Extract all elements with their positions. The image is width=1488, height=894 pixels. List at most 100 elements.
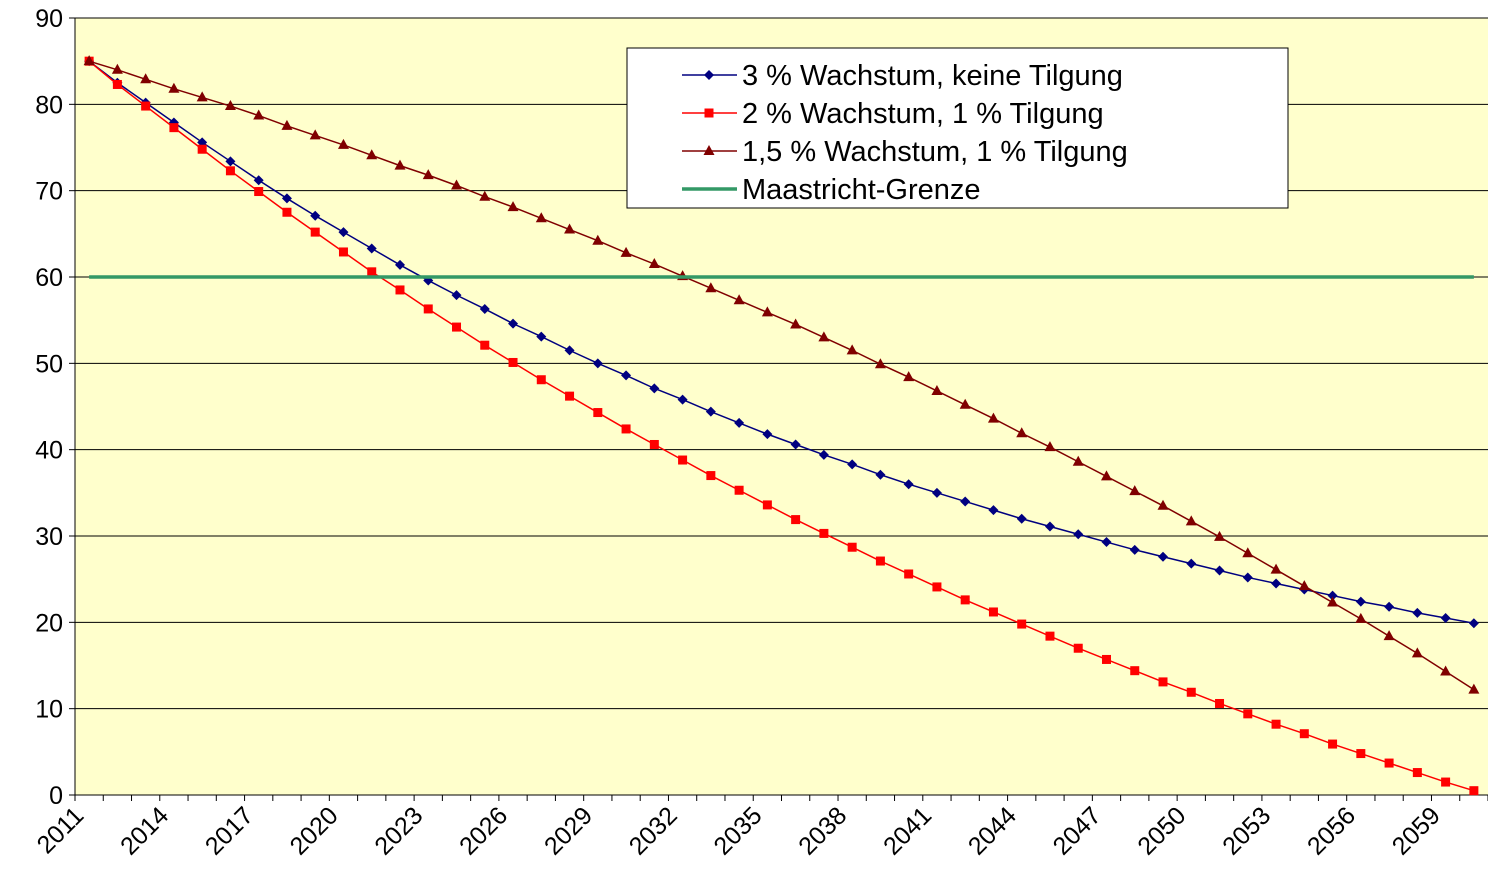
y-tick-label: 40	[35, 437, 63, 465]
marker	[1072, 455, 1084, 466]
marker	[338, 247, 348, 257]
marker	[111, 63, 123, 74]
x-tick-label: 2014	[115, 801, 174, 860]
marker	[1130, 666, 1140, 676]
marker	[1017, 619, 1027, 629]
marker	[648, 258, 660, 269]
marker	[423, 304, 433, 314]
marker	[1242, 572, 1253, 583]
marker	[1468, 618, 1479, 629]
marker	[1440, 613, 1451, 624]
x-tick-label: 2050	[1132, 801, 1191, 860]
marker	[1384, 601, 1395, 612]
marker	[1158, 551, 1169, 562]
marker	[1044, 441, 1056, 452]
marker	[479, 303, 490, 314]
marker	[790, 318, 802, 329]
y-tick-label: 0	[49, 782, 63, 810]
marker	[1271, 578, 1282, 589]
x-tick-label: 2044	[963, 801, 1022, 860]
x-tick-label: 2059	[1387, 801, 1446, 860]
marker	[225, 156, 236, 167]
marker	[818, 331, 830, 342]
marker	[706, 471, 716, 481]
legend-box	[626, 47, 1289, 209]
marker	[1073, 643, 1083, 653]
marker	[931, 487, 942, 498]
marker	[705, 406, 716, 417]
marker	[337, 138, 349, 149]
marker	[931, 384, 943, 395]
marker	[1044, 521, 1055, 532]
marker	[762, 500, 772, 510]
marker	[1384, 758, 1394, 768]
marker	[1186, 687, 1196, 697]
marker	[1299, 729, 1309, 739]
legend-label: 1,5 % Wachstum, 1 % Tilgung	[742, 136, 1128, 168]
y-tick-label: 20	[35, 609, 63, 637]
marker	[1412, 768, 1422, 778]
marker	[112, 79, 122, 89]
x-tick-label: 2041	[878, 801, 937, 860]
marker	[281, 193, 292, 204]
marker	[1271, 719, 1281, 729]
marker	[479, 190, 491, 201]
legend-label: 2 % Wachstum, 1 % Tilgung	[742, 98, 1104, 130]
marker	[1412, 607, 1423, 618]
marker	[960, 595, 970, 605]
marker	[281, 119, 293, 130]
marker	[762, 429, 773, 440]
marker	[790, 439, 801, 450]
marker	[1468, 683, 1480, 694]
marker	[1411, 647, 1423, 658]
series-line	[88, 60, 1475, 792]
marker	[847, 542, 857, 552]
x-tick-label: 2032	[624, 801, 683, 860]
marker	[705, 282, 717, 293]
marker	[394, 259, 405, 270]
legend-label: 3 % Wachstum, keine Tilgung	[742, 60, 1123, 92]
marker	[535, 212, 547, 223]
marker	[987, 412, 999, 423]
marker	[338, 227, 349, 238]
marker	[366, 243, 377, 254]
marker	[253, 109, 265, 120]
marker	[1129, 485, 1141, 496]
series-line	[88, 60, 1475, 624]
marker	[254, 187, 264, 197]
marker	[649, 439, 659, 449]
marker	[1243, 709, 1253, 719]
marker	[169, 123, 179, 133]
legend-label: Maastricht-Grenze	[742, 174, 981, 206]
x-tick-label: 2035	[708, 801, 767, 860]
marker	[649, 383, 660, 394]
marker	[875, 469, 886, 480]
marker	[366, 149, 378, 160]
y-tick-label: 80	[35, 91, 63, 119]
y-tick-label: 60	[35, 264, 63, 292]
marker	[819, 528, 829, 538]
marker	[1441, 777, 1451, 787]
marker	[282, 207, 292, 217]
marker	[224, 100, 236, 111]
x-tick-label: 2029	[539, 801, 598, 860]
x-tick-label: 2011	[32, 801, 90, 859]
marker	[1270, 563, 1282, 574]
marker	[1045, 631, 1055, 641]
marker	[480, 340, 490, 350]
marker	[253, 175, 264, 186]
marker	[564, 345, 575, 356]
marker	[1327, 590, 1338, 601]
marker	[1328, 739, 1338, 749]
marker	[141, 101, 151, 111]
marker	[1158, 677, 1168, 687]
marker	[874, 358, 886, 369]
marker	[1129, 544, 1140, 555]
marker	[310, 227, 320, 237]
x-tick-label: 2056	[1302, 801, 1361, 860]
marker	[507, 201, 519, 212]
x-tick-label: 2020	[285, 801, 344, 860]
marker	[1214, 530, 1226, 541]
x-tick-label: 2017	[200, 801, 259, 860]
x-tick-label: 2038	[793, 801, 852, 860]
